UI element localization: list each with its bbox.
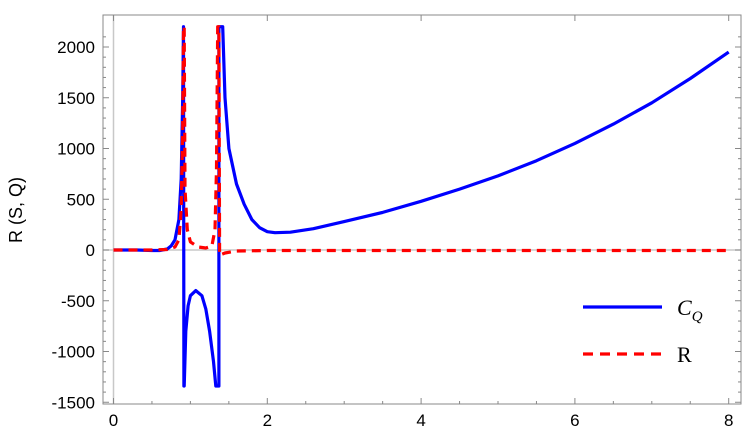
plot-frame <box>102 14 742 405</box>
y-tick-label: -1500 <box>52 393 95 412</box>
x-tick-label: 6 <box>570 411 579 430</box>
x-tick-label: 2 <box>263 411 272 430</box>
legend-label-r: R <box>677 342 692 367</box>
y-tick-label: 1000 <box>57 140 95 159</box>
series-line-cq <box>113 25 730 388</box>
y-tick-label: 2000 <box>57 38 95 57</box>
y-tick-label: 0 <box>86 241 95 260</box>
x-tick-label: 0 <box>109 411 118 430</box>
y-tick-label: -1000 <box>52 343 95 362</box>
series-layer <box>113 25 730 388</box>
y-tick-label: 500 <box>67 190 95 209</box>
y-tick-label: 1500 <box>57 89 95 108</box>
x-tick-label: 8 <box>724 411 733 430</box>
y-axis-label: R (S, Q) <box>6 177 26 243</box>
legend-label-cq: CQ <box>677 295 703 325</box>
legend: CQ R <box>583 295 703 367</box>
axis-ticks: 0 2 4 6 8 -1500 -1000 -500 0 500 1000 1500 2000 <box>52 15 741 430</box>
plot-border <box>102 14 742 405</box>
x-tick-label: 4 <box>416 411 425 430</box>
y-tick-label: -500 <box>61 292 95 311</box>
series-line-r <box>113 25 729 257</box>
